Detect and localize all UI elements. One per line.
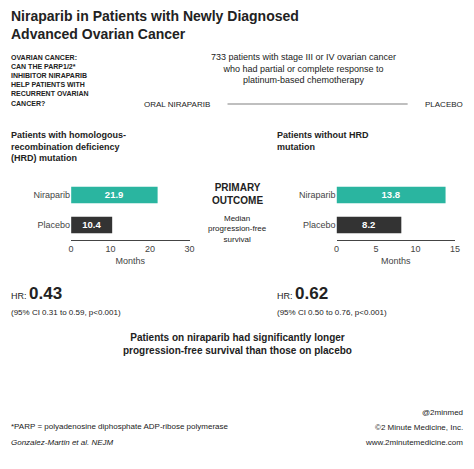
svg-text:Niraparib: Niraparib [34, 190, 71, 200]
svg-text:10: 10 [106, 244, 116, 254]
svg-text:10.4: 10.4 [82, 219, 101, 230]
svg-text:Patients with homologous-recom: Patients with homologous-recombination d… [11, 130, 126, 163]
svg-text:HR: 0.62: HR: 0.62 [277, 284, 328, 303]
svg-text:Gonzalez-Martin et al. NEJM: Gonzalez-Martin et al. NEJM [11, 438, 114, 447]
svg-text:Patients on niraparib had sign: Patients on niraparib had significantly … [123, 332, 352, 356]
svg-text:(95% CI 0.50 to 0.76, p<0.001): (95% CI 0.50 to 0.76, p<0.001) [277, 308, 387, 317]
svg-text:@2minmed: @2minmed [422, 408, 463, 417]
svg-text:Patients without HRDmutation: Patients without HRDmutation [277, 130, 369, 152]
svg-text:30: 30 [185, 244, 195, 254]
svg-text:PLACEBO: PLACEBO [425, 100, 463, 109]
svg-text:www.2minutemedicine.com: www.2minutemedicine.com [365, 438, 463, 447]
svg-text:PRIMARYOUTCOME: PRIMARYOUTCOME [212, 182, 263, 206]
svg-text:Medianprogression-freesurvival: Medianprogression-freesurvival [208, 214, 267, 244]
svg-text:Niraparib in Patients with New: Niraparib in Patients with Newly Diagnos… [11, 8, 299, 42]
svg-text:0: 0 [334, 244, 339, 254]
svg-text:20: 20 [145, 244, 155, 254]
svg-text:Months: Months [381, 256, 411, 266]
svg-text:733 patients with stage III or: 733 patients with stage III or IV ovaria… [211, 52, 396, 85]
svg-text:13.8: 13.8 [382, 189, 401, 200]
svg-text:HR: 0.43: HR: 0.43 [11, 284, 62, 303]
svg-text:Placebo: Placebo [303, 220, 336, 230]
svg-text:0: 0 [69, 244, 74, 254]
svg-text:10: 10 [411, 244, 421, 254]
svg-text:21.9: 21.9 [105, 189, 124, 200]
svg-text:Months: Months [116, 256, 146, 266]
svg-text:(95% CI 0.31 to 0.59, p<0.001): (95% CI 0.31 to 0.59, p<0.001) [11, 308, 121, 317]
svg-text:8.2: 8.2 [362, 219, 375, 230]
svg-text:Niraparib: Niraparib [299, 190, 336, 200]
svg-text:15: 15 [450, 244, 460, 254]
svg-text:5: 5 [374, 244, 379, 254]
svg-text:ORAL NIRAPARIB: ORAL NIRAPARIB [144, 100, 210, 109]
svg-text:OVARIAN CANCER:CAN THE PARP1/2: OVARIAN CANCER:CAN THE PARP1/2*INHIBITOR… [11, 54, 89, 107]
svg-text:Placebo: Placebo [38, 220, 71, 230]
svg-text:©2 Minute Medicine, Inc.: ©2 Minute Medicine, Inc. [375, 423, 463, 432]
svg-text:*PARP = polyadenosine diphosph: *PARP = polyadenosine diphosphate ADP-ri… [11, 422, 229, 431]
